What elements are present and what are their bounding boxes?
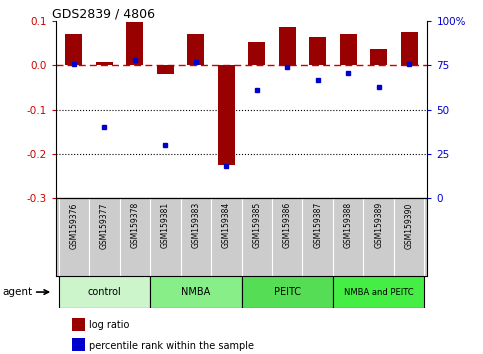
Text: GSM159388: GSM159388 (344, 202, 353, 248)
Bar (309, 37, 326, 65)
Bar (187, 34, 204, 65)
Bar (66, 34, 82, 65)
Text: GSM159386: GSM159386 (283, 202, 292, 249)
Bar (248, 42, 265, 65)
Text: PEITC: PEITC (274, 287, 301, 297)
Bar (340, 34, 356, 65)
Text: control: control (87, 287, 121, 297)
Text: GSM159383: GSM159383 (191, 202, 200, 249)
Bar (370, 49, 387, 65)
Text: GSM159387: GSM159387 (313, 202, 322, 249)
Bar (96, 62, 113, 65)
Text: GSM159378: GSM159378 (130, 202, 139, 249)
Text: GDS2839 / 4806: GDS2839 / 4806 (52, 7, 155, 20)
Text: agent: agent (2, 287, 32, 297)
Bar (279, 27, 296, 65)
Text: GSM159377: GSM159377 (100, 202, 109, 249)
Text: GSM159389: GSM159389 (374, 202, 383, 249)
Text: NMBA: NMBA (181, 287, 211, 297)
Text: GSM159385: GSM159385 (252, 202, 261, 249)
Bar (127, 22, 143, 65)
Text: log ratio: log ratio (89, 320, 130, 331)
Text: GSM159390: GSM159390 (405, 202, 413, 249)
Bar (72, 318, 85, 331)
Bar (401, 32, 417, 65)
Text: NMBA and PEITC: NMBA and PEITC (344, 287, 413, 297)
Text: GSM159384: GSM159384 (222, 202, 231, 249)
Bar (157, 65, 174, 74)
Text: GSM159381: GSM159381 (161, 202, 170, 248)
Text: GSM159376: GSM159376 (70, 202, 78, 249)
Bar (218, 65, 235, 165)
Text: percentile rank within the sample: percentile rank within the sample (89, 341, 255, 351)
Bar (242, 276, 333, 308)
Bar (150, 276, 242, 308)
Bar (72, 338, 85, 351)
Bar (58, 276, 150, 308)
Bar (333, 276, 425, 308)
